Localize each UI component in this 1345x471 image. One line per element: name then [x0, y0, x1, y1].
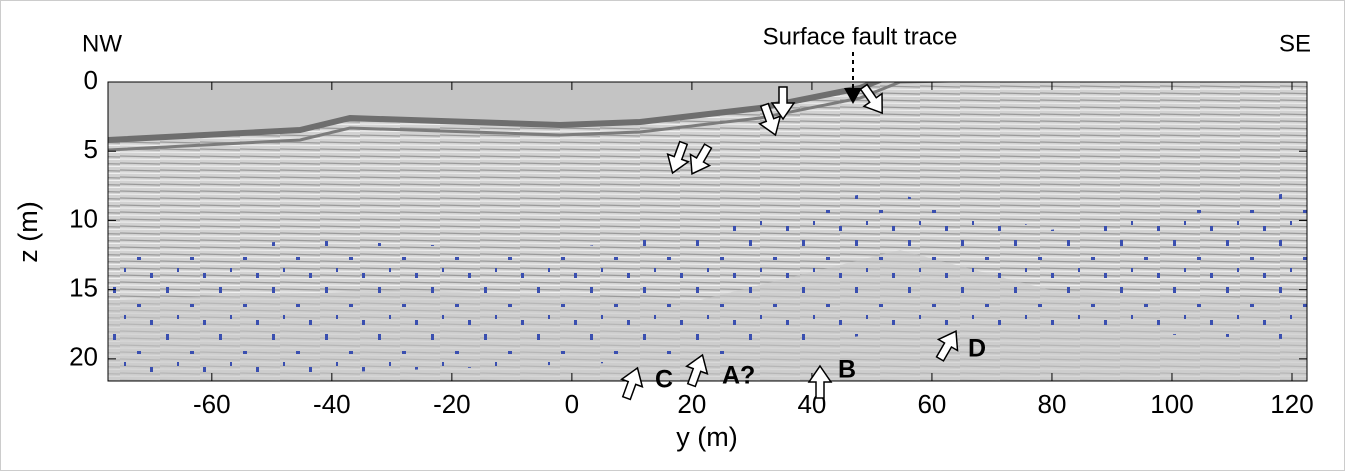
x-tick-label: -20: [433, 389, 471, 419]
x-tick-label: 60: [917, 389, 946, 419]
label-a: A?: [722, 362, 755, 390]
marker-arrow: [620, 366, 644, 401]
x-tick-label: 100: [1150, 389, 1193, 419]
y-tick-label: 10: [69, 203, 98, 233]
marker-arrow: [770, 86, 796, 121]
x-tick-label: 0: [565, 389, 579, 419]
reflector: [108, 82, 976, 152]
marker-arrow: [666, 140, 690, 175]
y-tick-label: 5: [84, 134, 98, 164]
y-axis-label: z (m): [13, 201, 43, 262]
marker-arrow: [685, 353, 709, 388]
marker-arrow: [689, 143, 713, 176]
label-d: D: [968, 335, 986, 363]
surface-reflector: [108, 82, 884, 143]
marker-arrow: [859, 83, 883, 115]
x-tick-label: 20: [677, 389, 706, 419]
diffraction-points: [108, 190, 1307, 380]
marker-arrow: [935, 329, 959, 362]
label-b: B: [838, 356, 856, 384]
y-tick-label: 0: [84, 65, 98, 95]
y-tick-label: 15: [69, 273, 98, 303]
x-tick-label: -60: [193, 389, 231, 419]
marker-arrow: [807, 364, 833, 399]
nw-label: NW: [82, 30, 122, 57]
plot-frame: [107, 81, 1308, 382]
x-axis-label: y (m): [676, 422, 737, 452]
x-tick-label: 120: [1270, 389, 1313, 419]
fault-label: Surface fault trace: [763, 23, 958, 50]
fault-arrow-head: [844, 88, 862, 104]
y-tick-label: 20: [69, 342, 98, 372]
label-c: C: [655, 366, 673, 394]
x-tick-label: 80: [1037, 389, 1066, 419]
x-tick-label: -40: [313, 389, 351, 419]
marker-arrow: [758, 102, 782, 137]
se-label: SE: [1279, 30, 1311, 57]
section-image: [108, 82, 1307, 381]
